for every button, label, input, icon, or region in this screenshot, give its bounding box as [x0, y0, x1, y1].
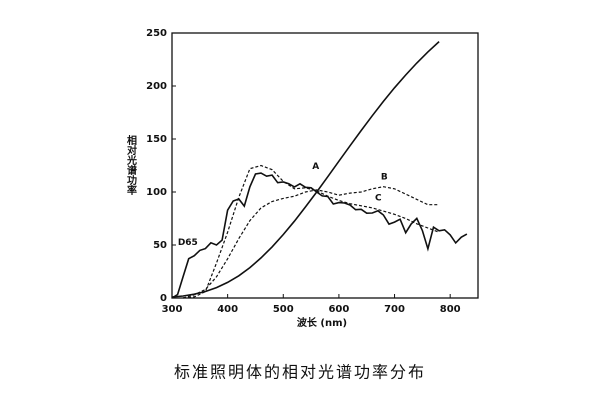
y-tick-label: 100: [146, 187, 167, 198]
x-tick-label: 600: [328, 304, 349, 315]
x-tick-label: 300: [162, 304, 183, 315]
series-line: [171, 41, 440, 298]
series-line: [183, 164, 440, 299]
y-tick-label: 200: [146, 81, 167, 92]
y-tick-label: 150: [146, 134, 167, 145]
y-tick-label: 0: [160, 293, 167, 304]
series-label: C: [375, 193, 382, 203]
series-line: [182, 186, 440, 299]
series-label: B: [381, 172, 388, 182]
series-line: [171, 172, 468, 299]
series-label: A: [312, 162, 319, 172]
x-tick-label: 800: [440, 304, 461, 315]
x-axis-label: 波长 (nm): [297, 316, 347, 329]
y-tick-label: 250: [146, 28, 167, 39]
x-tick-label: 700: [384, 304, 405, 315]
y-axis-label: 相对光谱功率: [125, 134, 138, 196]
x-tick-label: 400: [217, 304, 238, 315]
caption: 标准照明体的相对光谱功率分布: [174, 363, 426, 382]
plot-frame: [171, 32, 479, 299]
x-tick-label: 500: [273, 304, 294, 315]
series-label: D65: [178, 238, 198, 248]
y-tick-label: 50: [153, 240, 167, 251]
